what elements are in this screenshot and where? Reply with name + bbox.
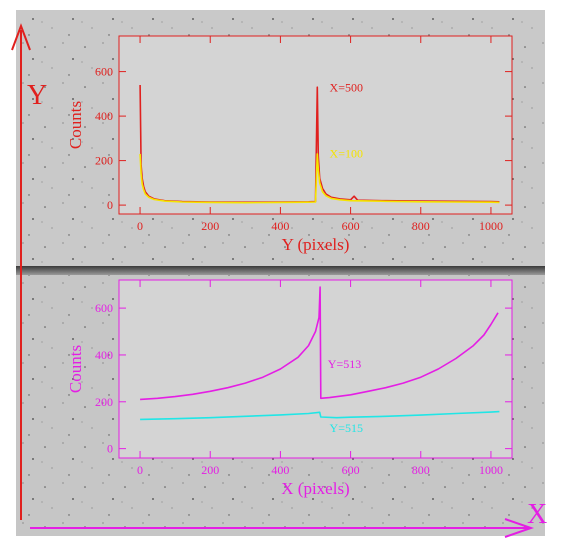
chart1-y-tick-label: 200 [95, 395, 113, 409]
chart1-y-tick-label: 400 [95, 348, 113, 362]
chart0-plot-frame [118, 35, 513, 215]
chart-bottom: 0 200 400 600 800 1000 0 200 400 600 X (pixels) Cou… [66, 279, 513, 498]
chart1-y-tick-label: 600 [95, 301, 113, 315]
chart1-series-y-513-line [140, 286, 499, 401]
y-direction-arrowhead [11, 23, 31, 51]
chart-top: 0 200 400 600 800 1000 0 200 400 600 Y (pixels) Cou… [66, 35, 513, 254]
chart0-x-tick-label: 0 [137, 219, 143, 233]
chart0-annotation: X=100 [330, 146, 363, 160]
chart0-annotation: X=500 [330, 81, 363, 95]
chart1-x-axis-label: X (pixels) [281, 479, 349, 498]
chart1-plot-frame [118, 279, 513, 459]
chart0-x-axis-label: Y (pixels) [282, 235, 350, 254]
chart0-y-tick-label: 200 [95, 154, 113, 168]
chart0-y-tick-label: 400 [95, 109, 113, 123]
chart0-x-tick-label: 1000 [479, 219, 503, 233]
chart1-y-tick-label: 0 [107, 442, 113, 456]
chart0-x-tick-label: 800 [412, 219, 430, 233]
chart1-x-tick-label: 200 [201, 463, 219, 477]
chart1-annotation: Y=515 [330, 421, 363, 435]
chart1-annotation: Y=513 [328, 357, 361, 371]
chart1-x-tick-label: 800 [412, 463, 430, 477]
chart0-y-tick-label: 0 [107, 198, 113, 212]
chart1-x-tick-label: 400 [271, 463, 289, 477]
bottom-plot-panel [119, 280, 512, 458]
chart0-y-tick-label: 600 [95, 65, 113, 79]
detector-seam [16, 266, 545, 275]
x-direction-arrowhead [504, 518, 535, 538]
chart1-series-y-515-line [140, 410, 500, 421]
chart1-x-tick-label: 600 [342, 463, 360, 477]
x-direction-letter: X [527, 499, 547, 530]
chart1-x-tick-label: 0 [137, 463, 143, 477]
chart1-y-axis-label: Counts [66, 345, 85, 393]
chart0-y-axis-label: Counts [66, 101, 85, 149]
chart0-series-x-100-line [139, 153, 500, 204]
chart0-x-tick-label: 600 [342, 219, 360, 233]
chart0-x-tick-label: 200 [201, 219, 219, 233]
chart1-x-tick-label: 1000 [479, 463, 503, 477]
y-direction-letter: Y [27, 80, 47, 111]
chart0-x-tick-label: 400 [271, 219, 289, 233]
